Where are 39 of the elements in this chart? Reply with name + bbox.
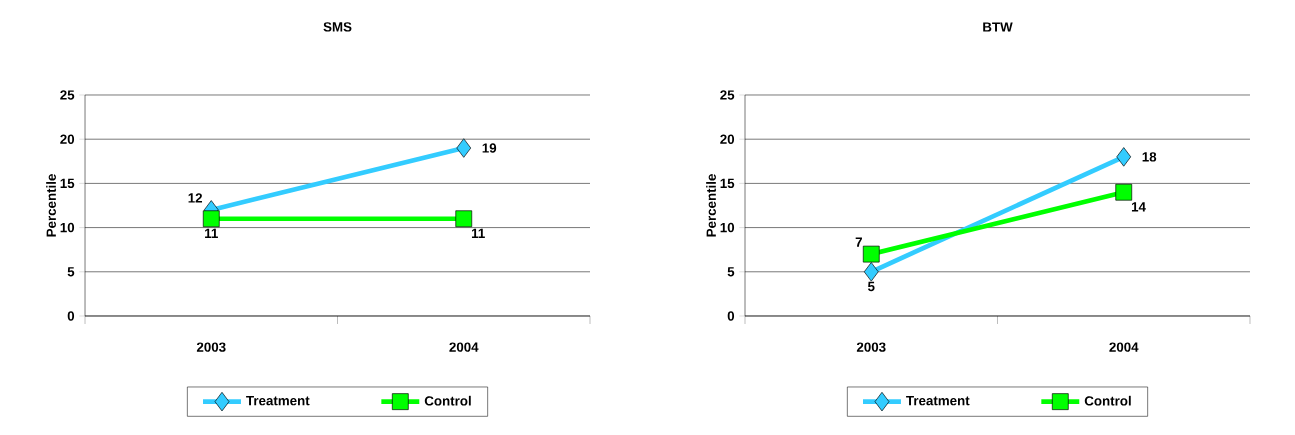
point — [863, 262, 879, 282]
y-axis-title: Percentile — [706, 174, 716, 237]
y-tick-label: 0 — [67, 311, 75, 321]
y-tick-label: 10 — [60, 222, 75, 233]
y-tick-label: 20 — [720, 134, 735, 144]
x-tick-label: 2003 — [856, 342, 886, 352]
legend-label: Treatment — [246, 396, 310, 406]
data-label: 12 — [188, 193, 203, 203]
point — [455, 210, 473, 228]
data-label: 7 — [855, 237, 862, 247]
y-tick-label: 5 — [727, 267, 735, 277]
chart-title: BTW — [983, 22, 1013, 32]
x-tick-label: 2003 — [196, 342, 226, 352]
data-label: 19 — [482, 143, 497, 153]
data-label: 18 — [1142, 152, 1157, 162]
point — [202, 210, 220, 228]
x-tick-label: 2004 — [1109, 342, 1139, 352]
data-label: 14 — [1131, 202, 1146, 212]
point — [1116, 147, 1132, 167]
y-tick-label: 10 — [720, 222, 735, 233]
legend-label: Control — [1084, 395, 1131, 406]
y-tick-label: 5 — [67, 267, 75, 277]
y-tick-label: 15 — [720, 178, 735, 189]
y-tick-label: 0 — [727, 311, 735, 321]
x-tick-label: 2004 — [449, 342, 479, 352]
data-label: 5 — [867, 281, 875, 292]
y-tick-label: 15 — [60, 178, 75, 189]
legend-label: Control — [424, 395, 471, 406]
legend-label: Treatment — [906, 396, 970, 406]
y-tick-label: 25 — [720, 90, 735, 100]
point — [456, 138, 472, 158]
chart-title: SMS — [323, 22, 352, 32]
y-tick-label: 25 — [60, 90, 75, 100]
y-tick-label: 20 — [60, 134, 75, 144]
data-label: 11 — [471, 228, 485, 238]
point — [1115, 183, 1133, 201]
y-axis-title: Percentile — [46, 174, 56, 237]
point — [862, 245, 880, 263]
data-label: 11 — [205, 228, 218, 238]
